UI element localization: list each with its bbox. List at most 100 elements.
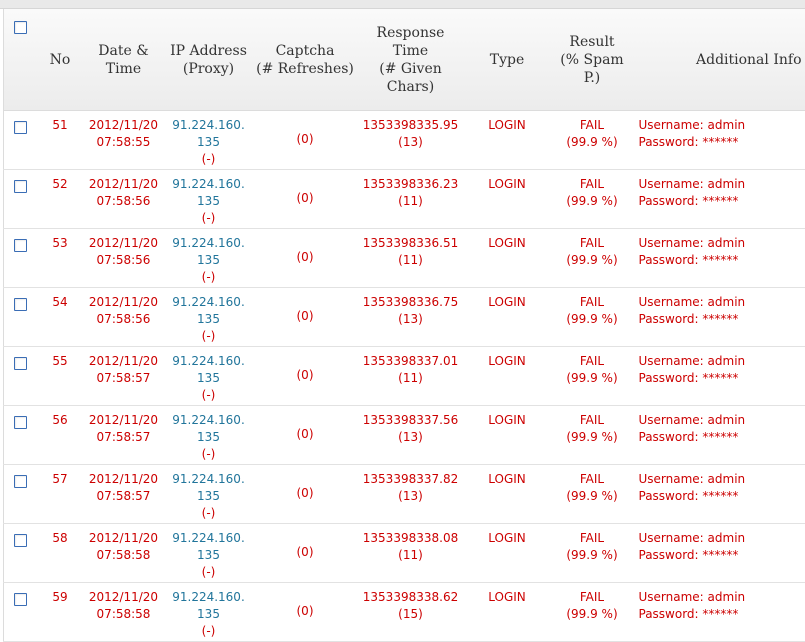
row-date: 2012/11/20 (85, 235, 163, 252)
row-captcha: (0) (254, 406, 357, 465)
row-checkbox[interactable] (14, 475, 27, 488)
row-ip-part1[interactable]: 91.224.160. (165, 412, 253, 429)
row-response-time: 1353398337.01(11) (357, 347, 465, 406)
row-select-cell (4, 465, 37, 524)
row-spam-percent: (99.9 %) (551, 488, 634, 505)
row-username: Username: admin (639, 294, 805, 311)
col-no[interactable]: No (37, 9, 84, 111)
col-response-time[interactable]: Response Time (# Given Chars) (357, 9, 465, 111)
col-date-time[interactable]: Date & Time (84, 9, 164, 111)
row-ip-part1[interactable]: 91.224.160. (165, 471, 253, 488)
row-no: 52 (37, 170, 84, 229)
row-given-chars: (15) (358, 606, 464, 623)
row-given-chars: (13) (358, 134, 464, 151)
row-given-chars: (11) (358, 547, 464, 564)
col-proxy-label: (Proxy) (166, 60, 252, 78)
row-ip-address: 91.224.160.135(-) (164, 583, 254, 642)
col-type-label: Type (490, 52, 525, 68)
col-response-label-4: Chars) (359, 78, 463, 96)
row-checkbox[interactable] (14, 534, 27, 547)
col-ip-address[interactable]: IP Address (Proxy) (164, 9, 254, 111)
top-scroll-edge (0, 0, 805, 9)
row-ip-part1[interactable]: 91.224.160. (165, 235, 253, 252)
row-ip-part2[interactable]: 135 (165, 193, 253, 210)
row-select-cell (4, 170, 37, 229)
row-ip-part1[interactable]: 91.224.160. (165, 176, 253, 193)
row-date: 2012/11/20 (85, 530, 163, 547)
select-all-checkbox[interactable] (14, 21, 27, 34)
col-captcha[interactable]: Captcha (# Refreshes) (254, 9, 357, 111)
row-ip-part1[interactable]: 91.224.160. (165, 294, 253, 311)
row-type: LOGIN (465, 465, 550, 524)
row-ip-part2[interactable]: 135 (165, 606, 253, 623)
row-username: Username: admin (639, 117, 805, 134)
row-response-time: 1353398338.62(15) (357, 583, 465, 642)
row-no: 51 (37, 111, 84, 170)
row-ip-address: 91.224.160.135(-) (164, 465, 254, 524)
row-time: 07:58:57 (85, 370, 163, 387)
row-checkbox[interactable] (14, 416, 27, 429)
col-result-label-2: (% Spam (552, 51, 633, 69)
row-ip-part2[interactable]: 135 (165, 252, 253, 269)
row-type: LOGIN (465, 583, 550, 642)
row-ip-part2[interactable]: 135 (165, 547, 253, 564)
row-response-value: 1353398336.51 (358, 235, 464, 252)
row-checkbox[interactable] (14, 180, 27, 193)
col-result-label-3: P.) (552, 69, 633, 87)
row-password: Password: ****** (639, 488, 805, 505)
row-given-chars: (11) (358, 193, 464, 210)
row-username: Username: admin (639, 589, 805, 606)
row-checkbox[interactable] (14, 121, 27, 134)
row-ip-part1[interactable]: 91.224.160. (165, 530, 253, 547)
row-result-status: FAIL (551, 589, 634, 606)
row-password: Password: ****** (639, 252, 805, 269)
col-response-label-3: (# Given (359, 60, 463, 78)
row-result: FAIL(99.9 %) (550, 170, 635, 229)
row-type: LOGIN (465, 347, 550, 406)
col-captcha-label: Captcha (256, 42, 355, 60)
row-time: 07:58:57 (85, 429, 163, 446)
row-ip-part1[interactable]: 91.224.160. (165, 589, 253, 606)
row-result-status: FAIL (551, 530, 634, 547)
col-additional-info[interactable]: Additional Info (635, 9, 805, 111)
row-ip-part1[interactable]: 91.224.160. (165, 353, 253, 370)
row-username: Username: admin (639, 353, 805, 370)
row-captcha: (0) (254, 347, 357, 406)
row-ip-address: 91.224.160.135(-) (164, 229, 254, 288)
row-ip-address: 91.224.160.135(-) (164, 288, 254, 347)
col-result[interactable]: Result (% Spam P.) (550, 9, 635, 111)
row-ip-part1[interactable]: 91.224.160. (165, 117, 253, 134)
row-response-time: 1353398335.95(13) (357, 111, 465, 170)
row-response-time: 1353398336.51(11) (357, 229, 465, 288)
row-ip-part2[interactable]: 135 (165, 488, 253, 505)
row-checkbox[interactable] (14, 357, 27, 370)
row-ip-part2[interactable]: 135 (165, 370, 253, 387)
col-type[interactable]: Type (465, 9, 550, 111)
row-checkbox[interactable] (14, 298, 27, 311)
row-no: 57 (37, 465, 84, 524)
row-no: 59 (37, 583, 84, 642)
row-ip-part2[interactable]: 135 (165, 134, 253, 151)
row-select-cell (4, 229, 37, 288)
row-checkbox[interactable] (14, 593, 27, 606)
row-result: FAIL(99.9 %) (550, 347, 635, 406)
row-time: 07:58:55 (85, 134, 163, 151)
row-captcha: (0) (254, 465, 357, 524)
row-time: 07:58:56 (85, 193, 163, 210)
row-ip-part2[interactable]: 135 (165, 311, 253, 328)
row-ip-part2[interactable]: 135 (165, 429, 253, 446)
row-result-status: FAIL (551, 353, 634, 370)
row-checkbox[interactable] (14, 239, 27, 252)
